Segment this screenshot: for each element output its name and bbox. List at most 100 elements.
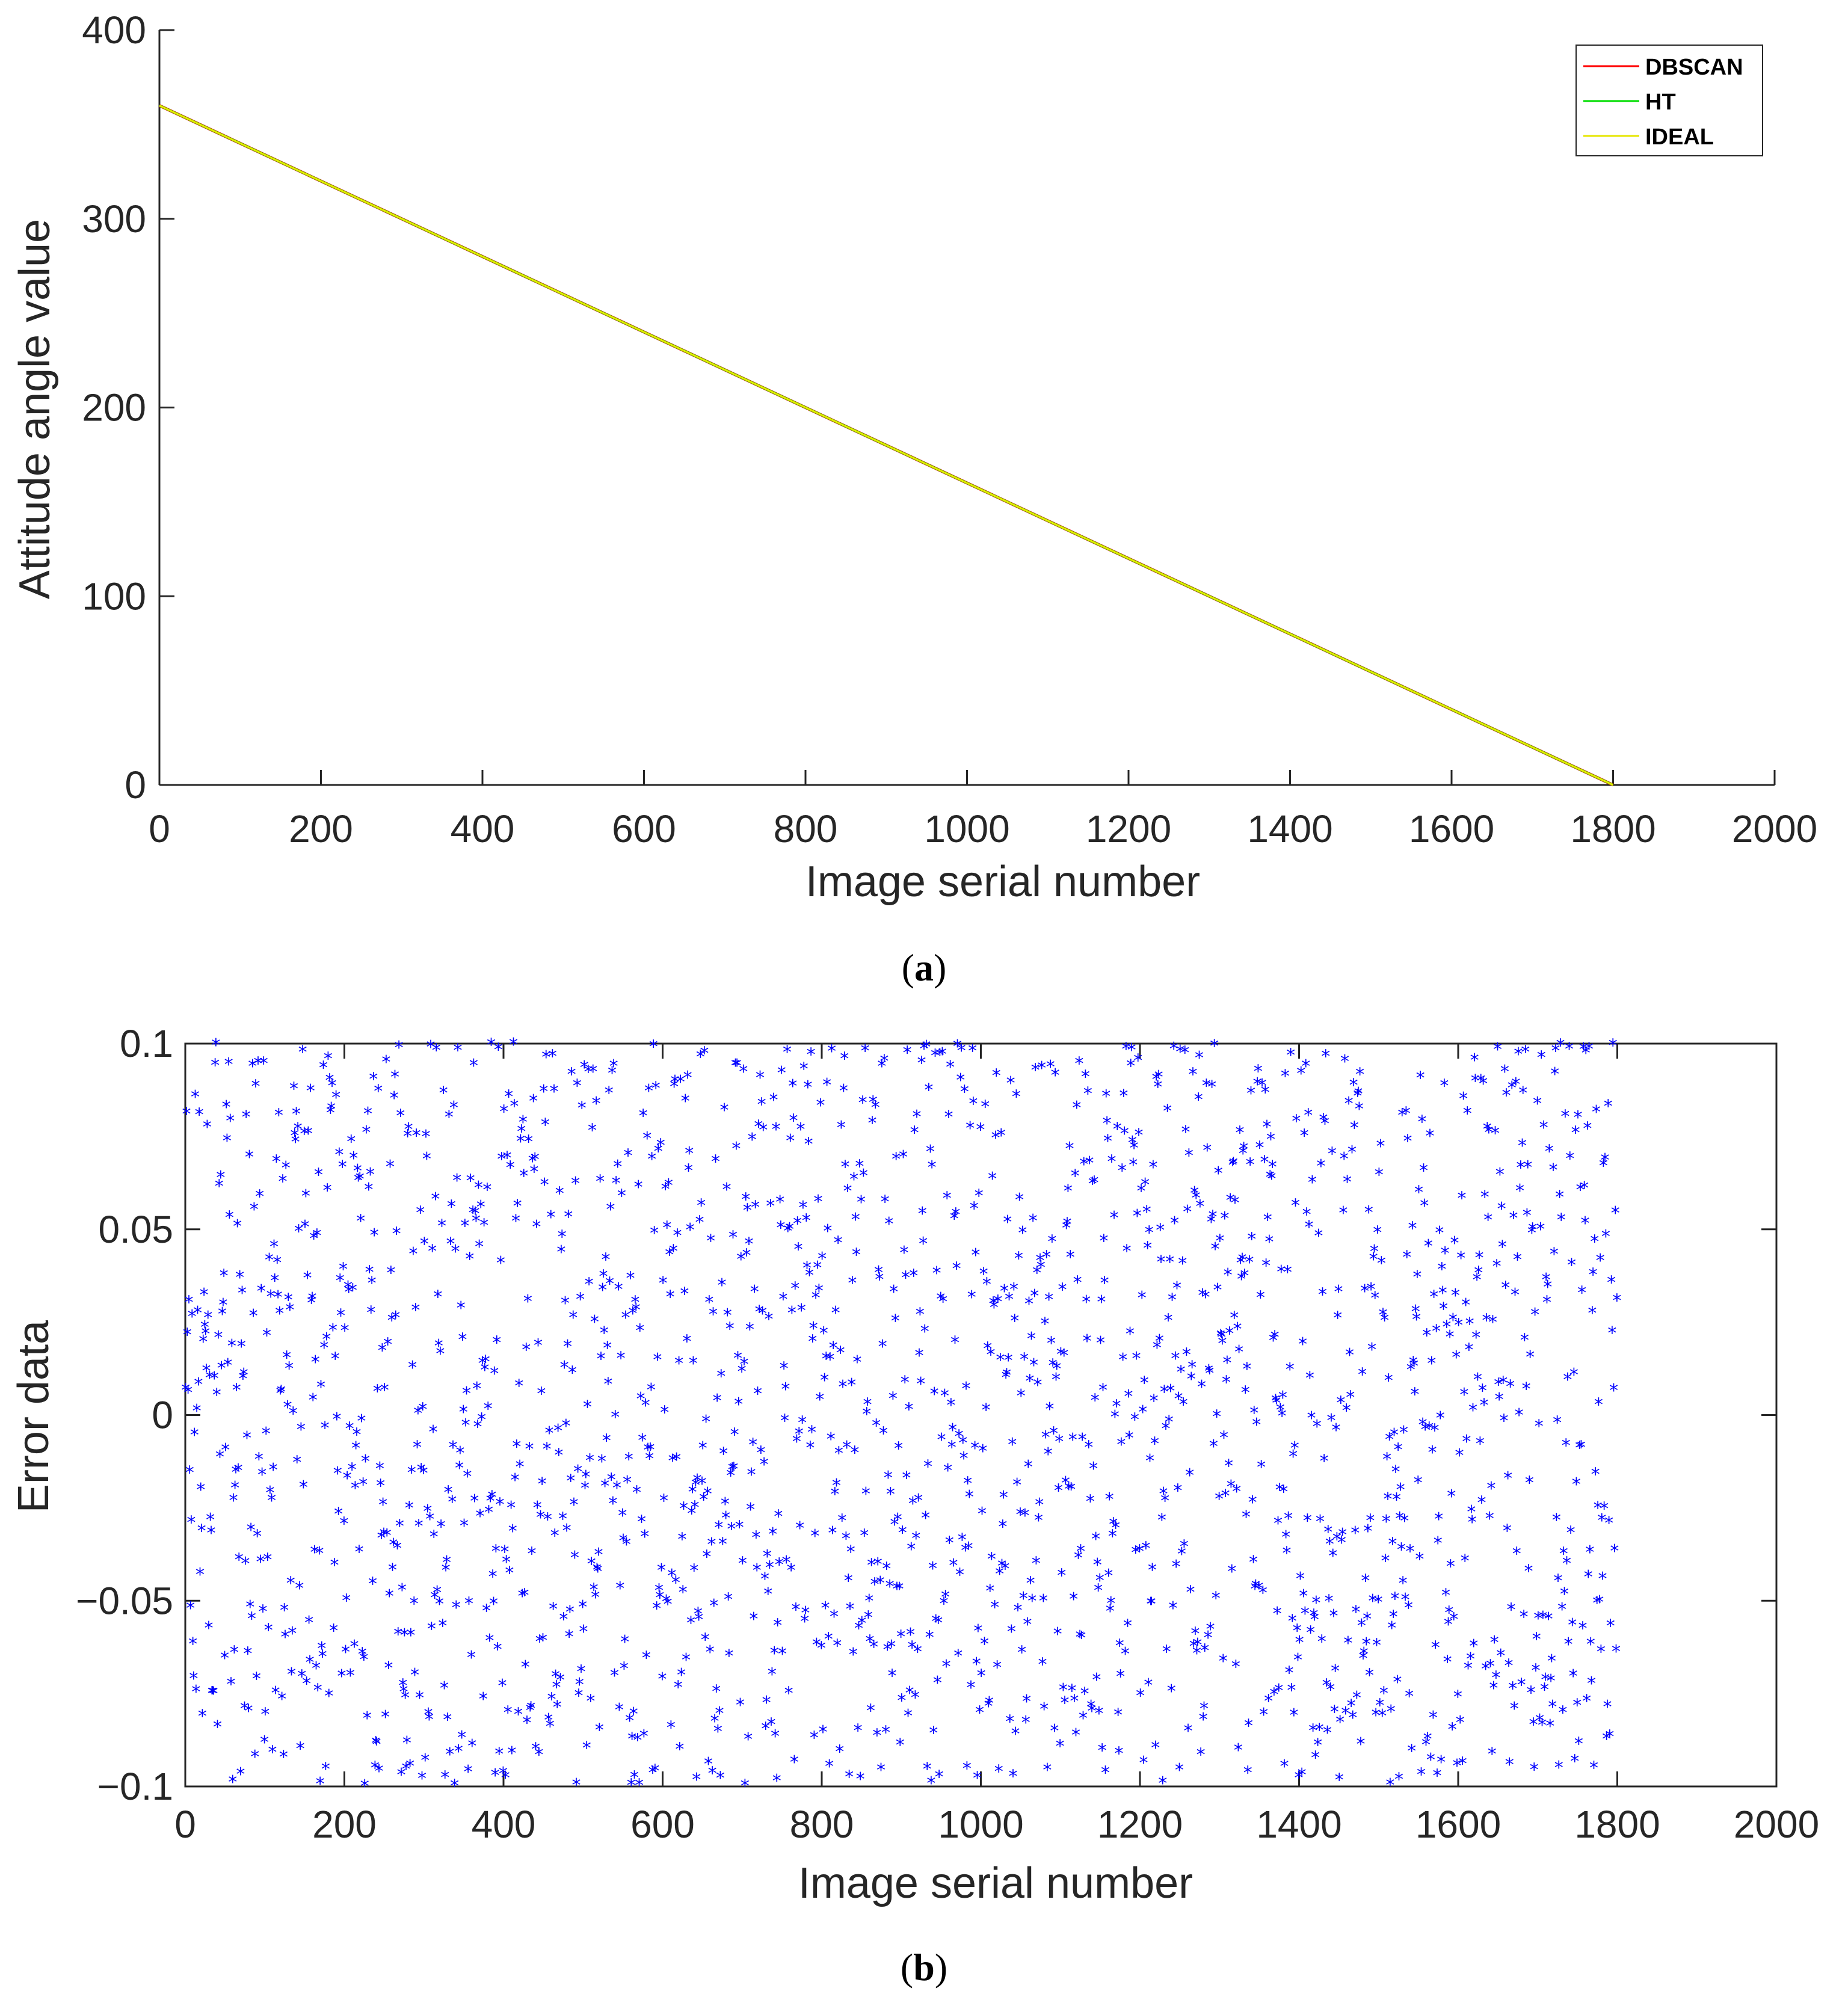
scatter-point: *: [834, 1232, 843, 1254]
scatter-point: *: [567, 1065, 576, 1086]
scatter-point: *: [1577, 1283, 1586, 1304]
scatter-point: *: [817, 1638, 826, 1659]
scatter-point: *: [282, 1158, 291, 1179]
scatter-point: *: [844, 1571, 853, 1592]
scatter-point: *: [1562, 1435, 1571, 1456]
scatter-point: *: [889, 1389, 898, 1410]
scatter-point: *: [1266, 1129, 1275, 1150]
scatter-point: *: [867, 1555, 876, 1576]
scatter-point: *: [1195, 1196, 1204, 1217]
scatter-point: *: [695, 1212, 704, 1233]
scatter-point: *: [408, 1244, 417, 1265]
scatter-point: *: [742, 1246, 751, 1267]
scatter-point: *: [513, 1196, 522, 1217]
scatter-point: *: [238, 1283, 247, 1304]
scatter-point: *: [1107, 1151, 1116, 1172]
scatter-point: *: [203, 1117, 212, 1138]
scatter-point: *: [528, 1151, 537, 1172]
scatter-point: *: [374, 1081, 383, 1102]
scatter-point: *: [744, 1729, 753, 1750]
scatter-point: *: [582, 1738, 591, 1759]
scatter-point: *: [792, 1599, 801, 1620]
scatter-point: *: [914, 1491, 923, 1512]
scatter-point: *: [856, 1769, 865, 1790]
series-line-ideal: [159, 105, 1614, 786]
scatter-point: *: [458, 1329, 467, 1350]
scatter-point: *: [254, 1053, 263, 1074]
scatter-point: *: [1286, 1359, 1295, 1380]
scatter-point: *: [1093, 1555, 1102, 1576]
scatter-point: *: [1316, 1156, 1325, 1177]
scatter-point: *: [818, 1722, 827, 1743]
scatter-point: *: [1505, 1755, 1514, 1776]
scatter-point: *: [1542, 1292, 1551, 1313]
scatter-point: *: [1480, 1187, 1489, 1208]
scatter-point: *: [431, 1189, 440, 1210]
scatter-point: *: [1072, 1098, 1081, 1119]
scatter-point: *: [258, 1602, 267, 1623]
scatter-point: *: [217, 1358, 226, 1379]
scatter-point: *: [756, 1443, 765, 1464]
scatter-point: *: [598, 1280, 607, 1301]
scatter-point: *: [1156, 1220, 1165, 1241]
scatter-point: *: [1356, 1734, 1365, 1755]
scatter-point: *: [479, 1216, 488, 1237]
scatter-point: *: [1539, 1118, 1548, 1139]
scatter-point: *: [1207, 1212, 1216, 1233]
scatter-point: *: [406, 1625, 415, 1646]
scatter-point: *: [1157, 1252, 1166, 1273]
scatter-point: *: [285, 1358, 294, 1379]
scatter-point: *: [929, 1723, 938, 1744]
scatter-point: *: [223, 1131, 232, 1152]
scatter-point: *: [343, 1278, 353, 1299]
scatter-point: *: [208, 1683, 217, 1704]
scatter-point: *: [1404, 1598, 1413, 1619]
scatter-point: *: [1237, 1269, 1246, 1290]
scatter-point: *: [852, 1352, 861, 1373]
scatter-point: *: [1403, 1131, 1412, 1152]
scatter-point: *: [1341, 1703, 1350, 1724]
scatter-point: *: [1267, 1169, 1276, 1190]
scatter-point: *: [363, 1708, 372, 1729]
scatter-point: *: [938, 1291, 947, 1312]
scatter-point: *: [590, 1312, 599, 1333]
scatter-point: *: [433, 1287, 442, 1308]
scatter-point: *: [516, 1457, 525, 1478]
scatter-point: *: [1305, 1368, 1314, 1389]
scatter-point: *: [426, 1037, 435, 1058]
scatter-point: *: [1592, 1102, 1601, 1123]
scatter-point: *: [398, 1580, 407, 1601]
scatter-point: *: [849, 1169, 858, 1190]
scatter-point: *: [523, 1291, 532, 1312]
scatter-point: *: [274, 1287, 283, 1308]
scatter-point: *: [245, 1147, 254, 1168]
scatter-point: *: [650, 1761, 659, 1782]
scatter-point: *: [1172, 1557, 1181, 1578]
scatter-point: *: [1552, 1510, 1561, 1531]
scatter-point: *: [862, 1404, 871, 1425]
scatter-point: *: [1146, 1594, 1155, 1615]
scatter-point: *: [1380, 1311, 1389, 1332]
scatter-point: *: [383, 1334, 392, 1355]
scatter-point: *: [842, 1528, 851, 1549]
scatter-point: *: [1355, 1099, 1364, 1120]
scatter-point: *: [1335, 1712, 1344, 1734]
scatter-point: *: [1113, 1705, 1123, 1726]
scatter-point: *: [1313, 1417, 1322, 1438]
scatter-point: *: [1407, 1741, 1416, 1762]
scatter-point: *: [364, 1180, 373, 1201]
scatter-point: *: [1230, 1308, 1239, 1329]
scatter-point: *: [1542, 1270, 1551, 1291]
scatter-point: *: [714, 1518, 723, 1539]
scatter-point: *: [1579, 1039, 1588, 1060]
scatter-point: *: [1333, 1308, 1342, 1329]
scatter-point: *: [958, 1530, 967, 1551]
scatter-point: *: [984, 1696, 993, 1717]
scatter-point: *: [1005, 1711, 1014, 1732]
scatter-point: *: [842, 1438, 851, 1459]
panel-a-x-tick-label: 200: [289, 807, 353, 851]
scatter-point: *: [395, 1038, 404, 1059]
scatter-point: *: [1233, 1319, 1242, 1340]
scatter-point: *: [242, 1428, 251, 1449]
scatter-point: *: [1346, 1387, 1355, 1408]
